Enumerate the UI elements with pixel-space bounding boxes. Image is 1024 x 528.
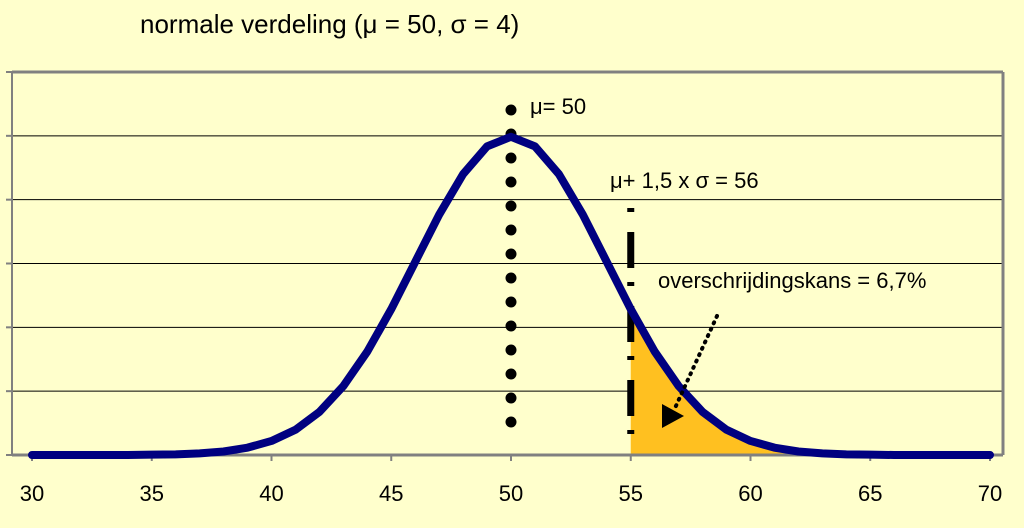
x-tick-label: 65 [858, 481, 882, 506]
chart-title: normale verdeling (μ = 50, σ = 4) [140, 9, 519, 39]
x-tick-label: 55 [619, 481, 643, 506]
annotation: μ+ 1,5 x σ = 56 [610, 168, 759, 193]
x-tick-label: 45 [379, 481, 403, 506]
x-tick-label: 70 [978, 481, 1002, 506]
x-tick-label: 40 [259, 481, 283, 506]
annotation-arrow [673, 314, 719, 410]
annotation: overschrijdingskans = 6,7% [658, 268, 926, 293]
x-tick-label: 50 [499, 481, 523, 506]
x-tick-label: 60 [738, 481, 762, 506]
x-tick-label: 35 [140, 481, 164, 506]
arrow-head [662, 404, 684, 428]
plot-area: 30 35 40 45 50 55 60 65 70 [6, 70, 1005, 506]
annotation: μ= 50 [530, 94, 586, 119]
curve [28, 132, 994, 459]
shaded-area [630, 309, 990, 455]
x-tick-label: 30 [20, 481, 44, 506]
